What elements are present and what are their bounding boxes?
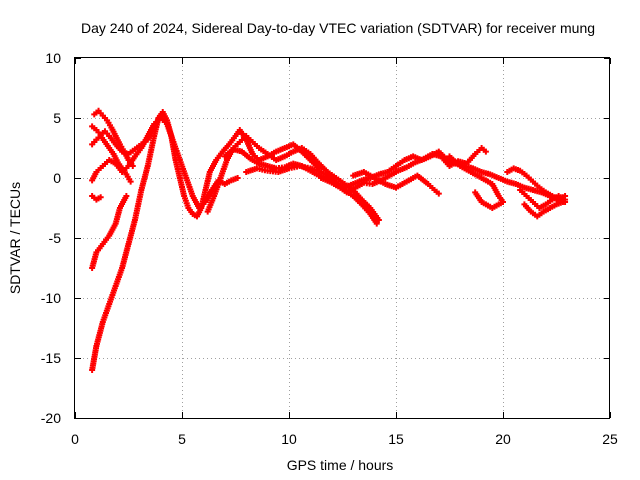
series-track-f: [91, 107, 136, 169]
series-track-p: [521, 199, 566, 220]
series-track-g: [89, 133, 134, 185]
data-point-marker: [123, 193, 130, 199]
data-point-marker: [472, 189, 479, 196]
data-point-marker: [482, 148, 489, 155]
y-tick-label: -5: [49, 230, 62, 246]
y-tick-label: -20: [41, 410, 61, 426]
gridlines: [75, 58, 610, 418]
series-track-l: [350, 169, 442, 197]
chart-title: Day 240 of 2024, Sidereal Day-to-day VTE…: [81, 20, 595, 36]
data-point-marker: [127, 178, 134, 185]
plot-frame: [74, 57, 610, 419]
y-axis-label: SDTVAR / TECUs: [7, 182, 23, 294]
data-point-marker: [435, 190, 442, 197]
x-tick-label: 25: [602, 431, 618, 447]
x-tick-label: 15: [388, 431, 404, 447]
x-tick-label: 0: [71, 431, 79, 447]
y-tick-label: 5: [53, 110, 61, 126]
data-point-marker: [129, 163, 136, 169]
data-point-marker: [234, 175, 241, 181]
series-track-c: [89, 193, 104, 203]
x-tick-label: 5: [178, 431, 186, 447]
y-tick-label: -15: [41, 350, 61, 366]
data-point-marker: [559, 199, 566, 205]
y-tick-label: 10: [45, 50, 61, 66]
series-track-b: [89, 193, 130, 271]
data-point-marker: [97, 194, 104, 201]
y-tick-label: 0: [53, 170, 61, 186]
x-tick-label: 10: [281, 431, 297, 447]
axis-ticks: 0 5 10 15 20 25 -20 -15 -10 -5 0 5 10: [41, 50, 618, 447]
series-track-m: [446, 153, 506, 211]
x-axis-label: GPS time / hours: [287, 457, 394, 473]
y-tick-label: -10: [41, 290, 61, 306]
x-tick-label: 20: [495, 431, 511, 447]
data-point-marker: [373, 220, 380, 227]
data-point-marker: [157, 112, 164, 119]
data-points: [89, 107, 569, 373]
series-track-j: [243, 148, 569, 203]
